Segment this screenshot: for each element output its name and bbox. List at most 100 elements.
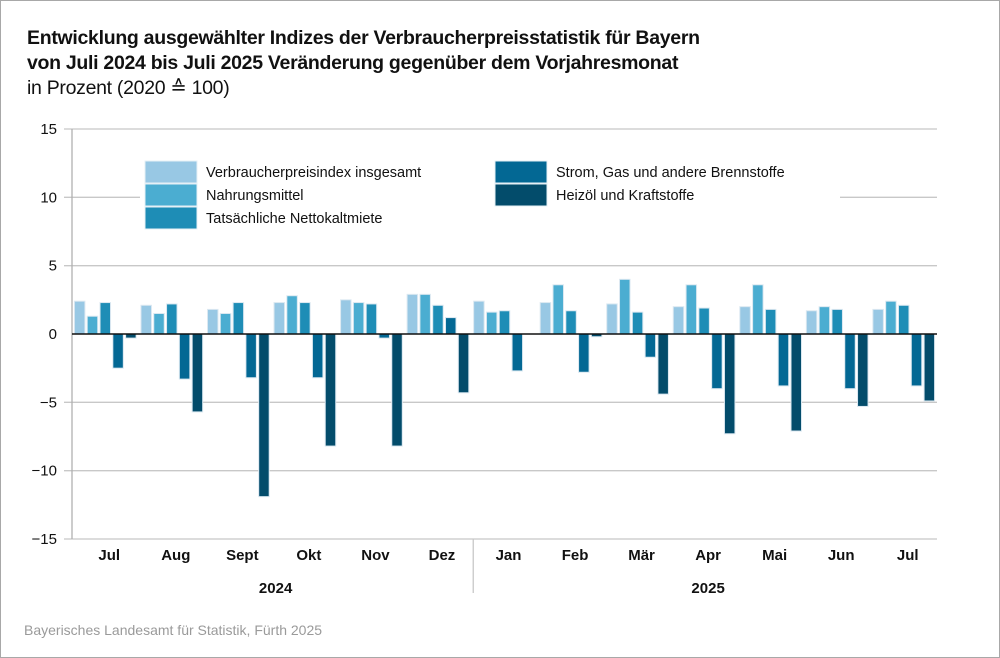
bar	[73, 300, 86, 335]
x-tick-label: Okt	[296, 547, 321, 564]
bar	[685, 284, 698, 335]
bar	[872, 308, 884, 335]
y-tick-label: 15	[40, 121, 57, 138]
bar	[790, 333, 803, 432]
bar	[232, 302, 245, 335]
bar	[140, 304, 152, 335]
x-tick-label: Mai	[762, 547, 787, 564]
bar	[324, 333, 337, 447]
legend-label: Nahrungsmittel	[206, 188, 304, 204]
bar	[153, 313, 165, 335]
bar	[644, 333, 657, 358]
axes: 15 10 5 0 −5 −10 −15 Jul Aug Sept Okt Nov Dez Jan Feb M…	[32, 121, 937, 597]
bar	[857, 333, 869, 407]
chart-title: Entwicklung ausgewählter Indizes der Ver…	[27, 26, 700, 101]
bar	[619, 278, 631, 335]
bar	[340, 299, 352, 335]
bar	[511, 333, 524, 372]
legend: Verbraucherpreisindex insgesamt Nahrungsm…	[140, 155, 840, 233]
bar	[657, 333, 669, 395]
x-tick-label: Jan	[496, 547, 522, 564]
legend-swatch	[144, 183, 198, 207]
bar	[457, 333, 470, 394]
bar	[178, 333, 191, 380]
bar	[777, 333, 790, 387]
bar	[698, 307, 710, 335]
title-line-2: von Juli 2024 bis Juli 2025 Veränderung …	[27, 52, 679, 74]
x-tick-label: Feb	[562, 547, 589, 564]
bar	[752, 284, 764, 335]
bar	[206, 308, 219, 335]
bar	[391, 333, 403, 447]
legend-label: Strom, Gas und andere Brennstoffe	[556, 165, 785, 181]
legend-label: Heizöl und Kraftstoffe	[556, 188, 694, 204]
x-tick-label: Mär	[628, 547, 655, 564]
bar	[606, 303, 618, 335]
y-tick-label: −10	[32, 463, 57, 480]
bar	[86, 315, 99, 335]
bar	[485, 311, 498, 335]
x-tick-label: Apr	[695, 547, 721, 564]
bar	[885, 300, 897, 335]
bar	[818, 306, 831, 335]
bar	[473, 300, 485, 335]
y-tick-label: 0	[49, 326, 57, 343]
bar	[219, 313, 232, 335]
legend-label: Tatsächliche Nettokaltmiete	[206, 211, 383, 227]
bar	[406, 293, 419, 335]
bar	[897, 304, 910, 335]
bar	[432, 304, 444, 335]
legend-swatch	[144, 160, 198, 184]
x-tick-label: Jul	[897, 547, 919, 564]
year-label: 2025	[691, 580, 724, 597]
x-tick-label: Nov	[361, 547, 390, 564]
x-tick-label: Sept	[226, 547, 259, 564]
bar	[631, 311, 644, 335]
x-tick-label: Jul	[98, 547, 120, 564]
bar	[831, 308, 843, 335]
legend-label: Verbraucherpreisindex insgesamt	[206, 165, 421, 181]
x-tick-label: Dez	[429, 547, 456, 564]
bar	[498, 310, 511, 335]
bar	[910, 333, 923, 387]
y-tick-label: 10	[40, 189, 57, 206]
bar	[711, 333, 723, 390]
bar	[299, 302, 311, 335]
title-line-1: Entwicklung ausgewählter Indizes der Ver…	[27, 27, 700, 49]
bar	[286, 295, 298, 335]
x-tick-label: Aug	[161, 547, 190, 564]
bar	[258, 333, 270, 498]
source-footer: Bayerisches Landesamt für Statistik, Für…	[24, 622, 323, 638]
y-tick-label: −5	[40, 394, 57, 411]
bar	[764, 308, 777, 335]
y-tick-label: 5	[49, 258, 57, 275]
bar	[672, 306, 685, 335]
bar	[311, 333, 324, 379]
legend-swatch	[494, 183, 548, 207]
bar	[419, 293, 431, 335]
bar	[352, 302, 365, 335]
bar	[365, 303, 378, 335]
bar	[245, 333, 257, 379]
x-tick-label: Jun	[828, 547, 855, 564]
bar	[191, 333, 204, 413]
bars	[73, 278, 936, 498]
bar	[112, 333, 124, 369]
y-tick-label: −15	[32, 531, 57, 548]
bar	[99, 302, 112, 335]
bar	[578, 333, 590, 373]
title-line-3: in Prozent (2020 ≙ 100)	[27, 77, 230, 99]
bar	[166, 303, 178, 335]
bar	[923, 333, 936, 402]
bar	[539, 302, 552, 335]
year-label: 2024	[259, 580, 293, 597]
legend-swatch	[494, 160, 548, 184]
bar	[565, 310, 577, 335]
bar	[445, 317, 457, 335]
bar	[273, 302, 286, 335]
bar	[739, 306, 751, 335]
bar	[844, 333, 856, 390]
legend-background	[140, 155, 840, 233]
bar	[723, 333, 736, 435]
